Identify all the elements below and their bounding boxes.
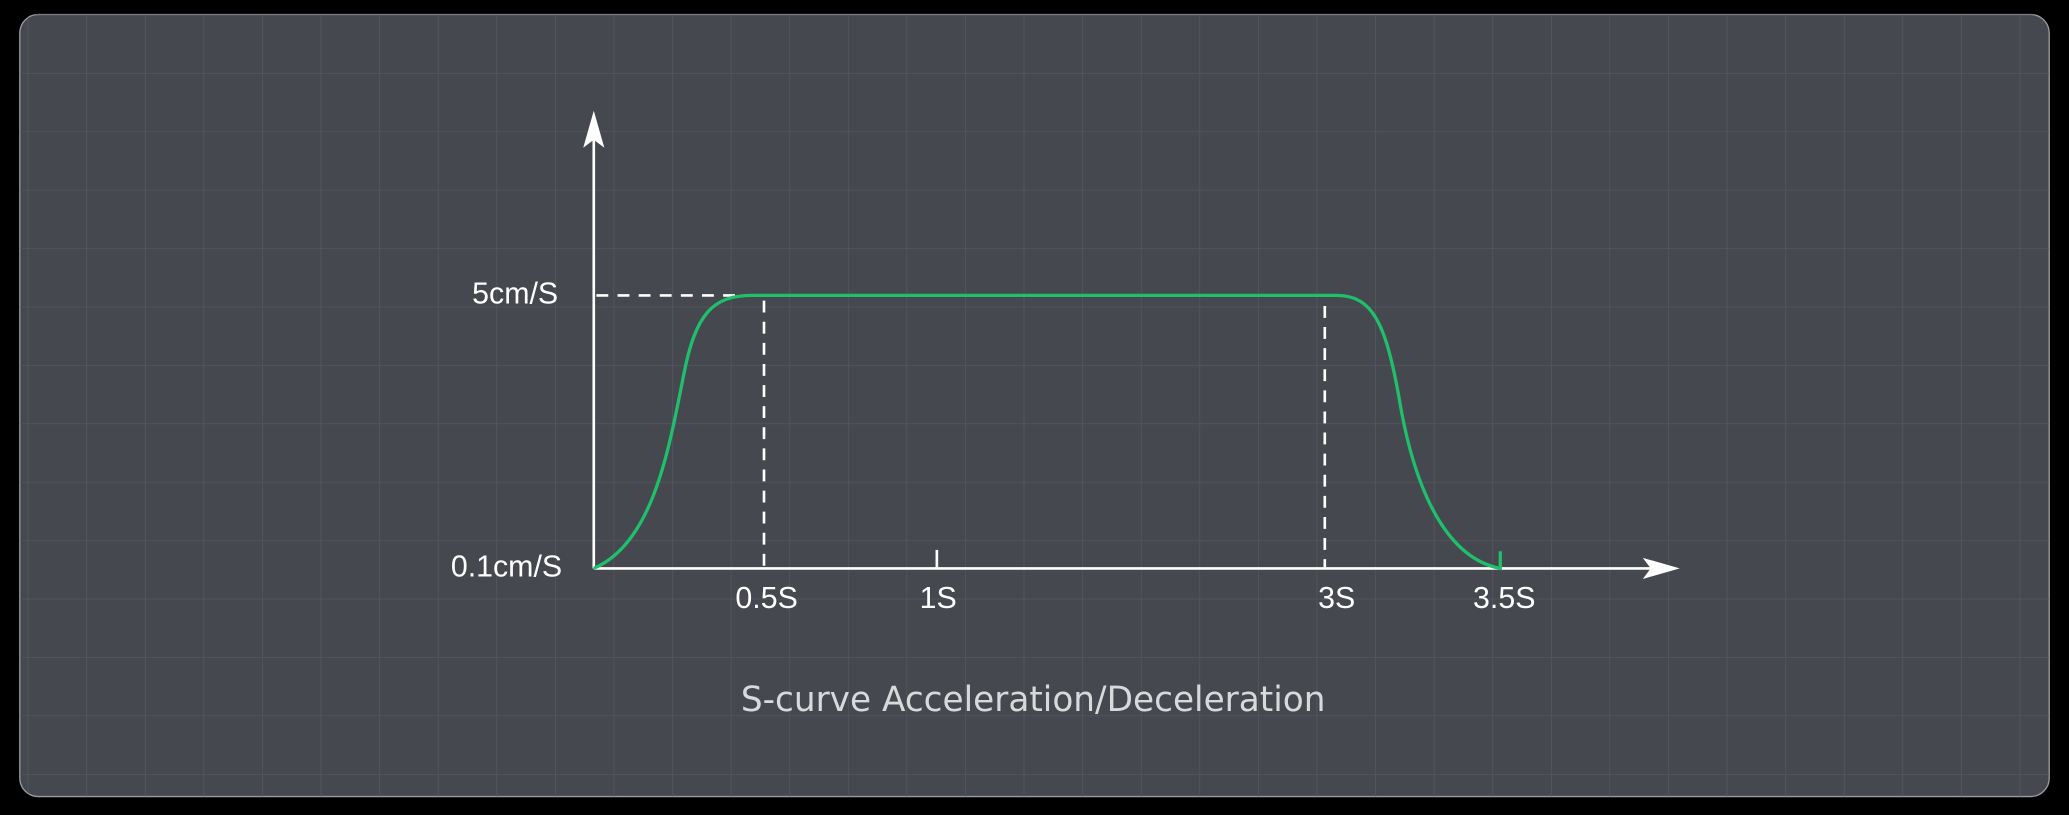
y-label: 0.1cm/S [451, 550, 562, 583]
grid [19, 14, 2050, 797]
x-label: 1S [920, 582, 957, 615]
guides [596, 294, 1327, 568]
caption: S-curve Acceleration/Deceleration [741, 680, 1326, 720]
s-curve [593, 293, 1502, 571]
x-label: 3.5S [1473, 582, 1535, 615]
axes [592, 131, 1660, 570]
x-arrow [1642, 557, 1680, 579]
x-label: 3S [1318, 582, 1355, 615]
y-arrow [583, 110, 605, 148]
y-label: 5cm/S [472, 277, 558, 310]
x-label: 0.5S [735, 582, 797, 615]
